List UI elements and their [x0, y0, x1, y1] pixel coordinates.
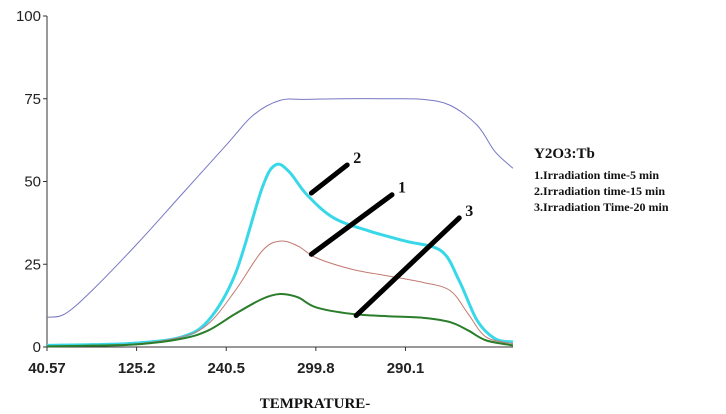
plot-area	[46, 16, 513, 348]
callout-label-2: 2	[353, 150, 361, 167]
y-tick-label: 0	[33, 339, 41, 356]
legend-item-3: 3.Irradiation Time-20 min	[534, 200, 669, 214]
x-tick-label: 290.1	[387, 360, 425, 377]
x-axis-ticks: 40.57 125.2 240.5 299.8 290.1	[28, 347, 424, 377]
y-tick-label: 100	[16, 8, 41, 25]
y-tick-label: 75	[24, 91, 41, 108]
series-lines	[46, 98, 514, 348]
legend-title: Y2O3:Tb	[534, 146, 595, 162]
series-line-2	[46, 162, 514, 347]
callout-label-3: 3	[465, 203, 473, 220]
legend: Y2O3:Tb 1.Irradiation time-5 min 2.Irrad…	[534, 146, 669, 215]
callouts: 2 1 3	[308, 150, 473, 319]
y-tick-label: 25	[24, 256, 41, 273]
x-tick-label: 40.57	[28, 360, 66, 377]
series-line-3	[46, 240, 514, 347]
series-line-4	[46, 293, 514, 348]
legend-item-1: 1.Irradiation time-5 min	[534, 168, 659, 182]
callout-line-3	[353, 215, 462, 319]
x-axis-label: TEMPRATURE-	[260, 396, 371, 412]
callout-line-1	[308, 192, 395, 257]
y-tick-label: 50	[24, 174, 41, 191]
legend-item-2: 2.Irradiation time-15 min	[534, 184, 665, 198]
x-tick-label: 125.2	[118, 360, 156, 377]
x-tick-label: 240.5	[207, 360, 245, 377]
callout-label-1: 1	[398, 180, 406, 197]
x-tick-label: 299.8	[297, 360, 335, 377]
callout-line-2	[308, 162, 350, 196]
y-axis-ticks: 100 75 50 25 0	[16, 8, 47, 356]
series-line-1	[46, 98, 514, 318]
